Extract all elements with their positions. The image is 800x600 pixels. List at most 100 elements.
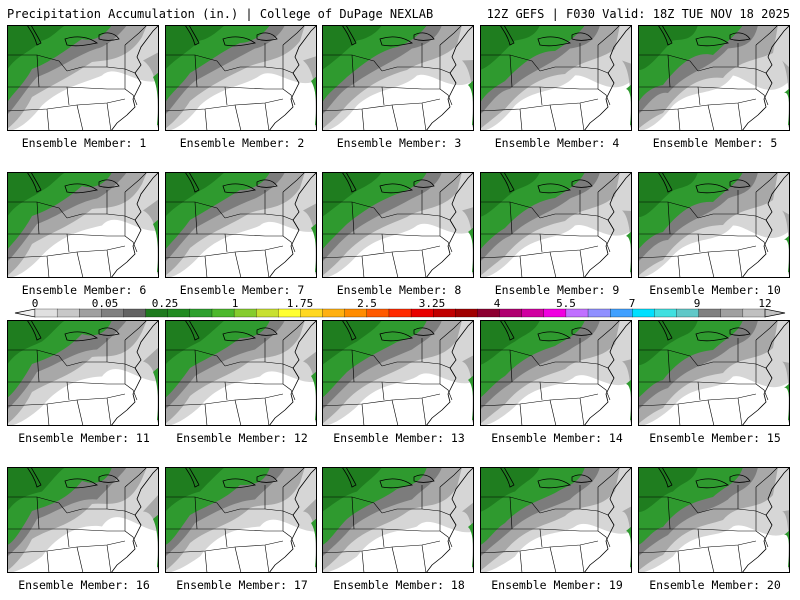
map-canvas: [7, 25, 159, 131]
member-map: [165, 320, 317, 426]
map-canvas: [638, 25, 790, 131]
member-map: [480, 467, 632, 573]
map-canvas: [7, 320, 159, 426]
member-map: [638, 172, 790, 278]
member-map: [322, 25, 474, 131]
ensemble-panel: Ensemble Member: 7: [165, 172, 319, 302]
map-canvas: [638, 467, 790, 573]
map-canvas: [480, 467, 632, 573]
colorbar-swatch: [79, 308, 102, 318]
colorbar-swatch: [654, 308, 677, 318]
member-map: [480, 320, 632, 426]
map-canvas: [322, 172, 474, 278]
map-canvas: [7, 467, 159, 573]
member-map: [165, 172, 317, 278]
ensemble-panel: Ensemble Member: 4: [480, 25, 634, 155]
member-map: [7, 25, 159, 131]
colorbar-label: 4: [494, 298, 501, 310]
colorbar-swatch: [123, 308, 147, 318]
map-canvas: [480, 25, 632, 131]
colorbar-swatch: [211, 308, 235, 318]
member-caption: Ensemble Member: 6: [21, 283, 147, 297]
member-caption: Ensemble Member: 15: [649, 431, 781, 445]
member-caption: Ensemble Member: 12: [176, 431, 308, 445]
colorbar-swatch: [101, 308, 124, 318]
colorbar-label: 0.25: [152, 298, 179, 310]
colorbar-swatch: [278, 308, 301, 318]
member-caption: Ensemble Member: 20: [649, 578, 781, 592]
ensemble-panel: Ensemble Member: 13: [322, 320, 476, 450]
colorbar-swatch: [742, 308, 766, 318]
colorbar-swatch: [499, 308, 523, 318]
map-canvas: [7, 172, 159, 278]
colorbar-swatch: [565, 308, 589, 318]
colorbar-swatch: [433, 308, 456, 318]
map-canvas: [165, 320, 317, 426]
colorbar-label: 9: [694, 298, 701, 310]
colorbar-swatch: [543, 308, 567, 318]
member-caption: Ensemble Member: 7: [179, 283, 305, 297]
ensemble-panel: Ensemble Member: 17: [165, 467, 319, 597]
member-caption: Ensemble Member: 16: [18, 578, 150, 592]
colorbar-swatch: [56, 308, 80, 318]
colorbar-swatch: [167, 308, 191, 318]
member-caption: Ensemble Member: 1: [21, 136, 147, 150]
member-caption: Ensemble Member: 2: [179, 136, 305, 150]
colorbar-label: 1: [232, 298, 239, 310]
ensemble-panel: Ensemble Member: 9: [480, 172, 634, 302]
ensemble-panel: Ensemble Member: 3: [322, 25, 476, 155]
ensemble-panel: Ensemble Member: 14: [480, 320, 634, 450]
colorbar-label: 2.5: [357, 298, 377, 310]
colorbar-label: 0: [32, 298, 39, 310]
map-canvas: [322, 320, 474, 426]
ensemble-panel: Ensemble Member: 5: [638, 25, 792, 155]
ensemble-panel: Ensemble Member: 10: [638, 172, 792, 302]
map-canvas: [480, 320, 632, 426]
colorbar-label: 12: [758, 298, 771, 310]
colorbar-label: 5.5: [556, 298, 576, 310]
colorbar-swatch: [322, 308, 346, 318]
member-map: [480, 25, 632, 131]
colorbar: 0 0.05 0.25 1 1.75 2.5 3.25 4 5.5 7 9 12: [0, 298, 800, 320]
colorbar-swatch: [698, 308, 722, 318]
member-map: [165, 25, 317, 131]
colorbar-swatch: [388, 308, 412, 318]
member-caption: Ensemble Member: 13: [333, 431, 465, 445]
map-canvas: [480, 172, 632, 278]
colorbar-swatch: [34, 308, 58, 318]
colorbar-swatch: [676, 308, 700, 318]
member-map: [322, 320, 474, 426]
member-map: [638, 320, 790, 426]
member-caption: Ensemble Member: 8: [336, 283, 462, 297]
colorbar-label: 7: [629, 298, 636, 310]
member-caption: Ensemble Member: 19: [491, 578, 623, 592]
member-caption: Ensemble Member: 11: [18, 431, 150, 445]
member-map: [7, 320, 159, 426]
member-map: [322, 467, 474, 573]
title-right: 12Z GEFS | F030 Valid: 18Z TUE NOV 18 20…: [486, 7, 790, 21]
colorbar-swatch: [410, 308, 434, 318]
title-left: Precipitation Accumulation (in.) | Colle…: [7, 7, 434, 21]
colorbar-label: 3.25: [419, 298, 446, 310]
member-caption: Ensemble Member: 4: [494, 136, 620, 150]
colorbar-label: 0.05: [92, 298, 119, 310]
member-caption: Ensemble Member: 17: [176, 578, 308, 592]
member-caption: Ensemble Member: 9: [494, 283, 620, 297]
ensemble-panel: Ensemble Member: 15: [638, 320, 792, 450]
colorbar-swatch: [477, 308, 500, 318]
ensemble-panel: Ensemble Member: 6: [7, 172, 161, 302]
member-map: [322, 172, 474, 278]
ensemble-panel: Ensemble Member: 20: [638, 467, 792, 597]
colorbar-swatch: [233, 308, 257, 318]
colorbar-swatch: [344, 308, 368, 318]
map-canvas: [322, 467, 474, 573]
map-canvas: [322, 25, 474, 131]
map-canvas: [165, 467, 317, 573]
colorbar-swatch: [587, 308, 611, 318]
member-caption: Ensemble Member: 14: [491, 431, 623, 445]
colorbar-swatch: [521, 308, 545, 318]
colorbar-swatch: [610, 308, 633, 318]
member-map: [165, 467, 317, 573]
member-map: [638, 467, 790, 573]
member-map: [638, 25, 790, 131]
